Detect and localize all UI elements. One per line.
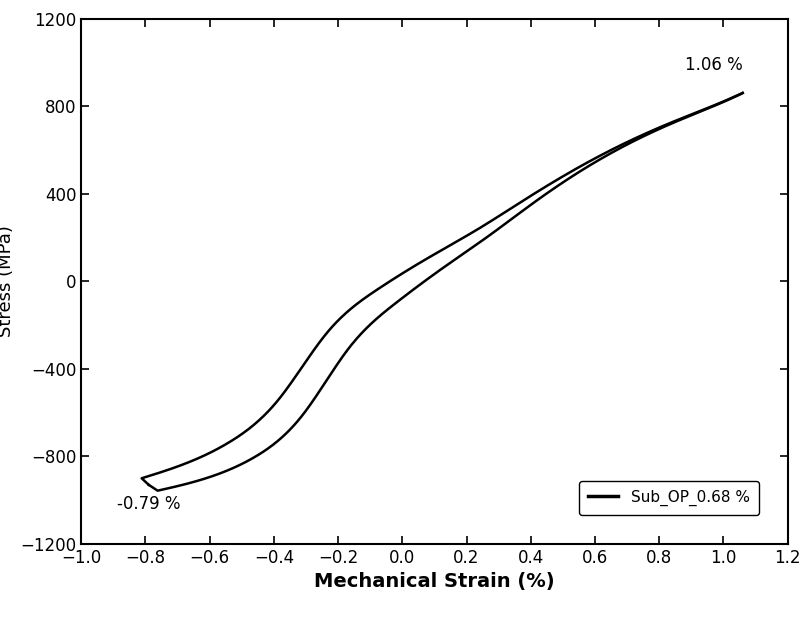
X-axis label: Mechanical Strain (%): Mechanical Strain (%) — [314, 572, 554, 591]
Text: -0.79 %: -0.79 % — [117, 495, 180, 513]
Y-axis label: Stress (MPa): Stress (MPa) — [0, 225, 15, 337]
Text: 1.06 %: 1.06 % — [684, 56, 742, 74]
Legend: Sub_OP_0.68 %: Sub_OP_0.68 % — [578, 481, 757, 515]
